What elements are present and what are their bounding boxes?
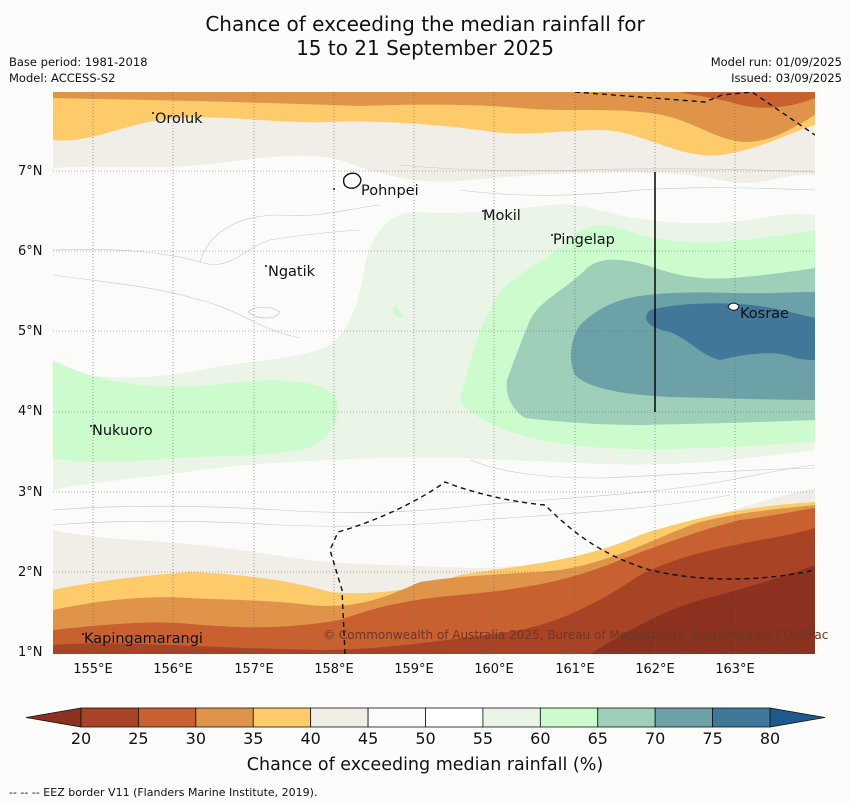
lon-label-157e: 157°E	[234, 662, 274, 677]
colorbar-cell	[367, 707, 426, 728]
eez-footnote: -- -- -- EEZ border V11 (Flanders Marine…	[9, 786, 318, 799]
colorbar-tick-label: 50	[415, 729, 436, 748]
contour-lines	[53, 164, 815, 527]
colorbar-cell	[654, 707, 713, 728]
colorbar-tick-label: 30	[185, 729, 206, 748]
place-label-pingelap: Pingelap	[553, 232, 615, 248]
island-dots	[82, 112, 553, 635]
colorbar-tick-label: 65	[587, 729, 608, 748]
colorbar-under-arrow	[25, 707, 82, 728]
colorbar-cell	[310, 707, 369, 728]
graticule	[53, 92, 815, 654]
lat-label-4n: 4°N	[18, 404, 43, 419]
north-band-30	[53, 92, 815, 142]
lon-label-156e: 156°E	[153, 662, 193, 677]
colorbar-cell	[80, 707, 139, 728]
lon-label-163e: 163°E	[715, 662, 755, 677]
lon-label-155e: 155°E	[73, 662, 113, 677]
colorbar-cell	[712, 707, 771, 728]
lat-label-1n: 1°N	[18, 645, 43, 660]
lat-label-6n: 6°N	[18, 244, 43, 259]
pohnpei-island	[342, 172, 362, 189]
colorbar-tick-label: 80	[759, 729, 781, 748]
lat-label-2n: 2°N	[18, 565, 43, 580]
north-band-25	[680, 92, 815, 108]
base-period-text: Base period: 1981-2018	[9, 55, 148, 69]
place-label-ngatik: Ngatik	[268, 264, 316, 280]
meta-right: Model run: 01/09/2025 Issued: 03/09/2025	[711, 54, 842, 86]
colorbar-tick-label: 75	[702, 729, 723, 748]
colorbar-tick-label: 70	[644, 729, 666, 748]
lon-label-158e: 158°E	[314, 662, 354, 677]
title-line-2: 15 to 21 September 2025	[296, 36, 554, 60]
title-line-1: Chance of exceeding the median rainfall …	[205, 12, 645, 36]
lat-label-3n: 3°N	[18, 485, 43, 500]
model-text: Model: ACCESS-S2	[9, 71, 116, 85]
colorbar-cell	[539, 707, 599, 728]
lon-label-160e: 160°E	[474, 662, 514, 677]
lat-label-5n: 5°N	[18, 324, 43, 339]
colorbar-tick-label: 40	[300, 729, 321, 748]
issued-text: Issued: 03/09/2025	[731, 71, 842, 85]
model-run-text: Model run: 01/09/2025	[710, 55, 842, 69]
place-label-nukuoro: Nukuoro	[92, 423, 153, 439]
lat-label-7n: 7°N	[18, 164, 43, 179]
colorbar-cell	[597, 707, 656, 728]
place-label-kapingamarangi: Kapingamarangi	[84, 631, 203, 647]
colorbar-tick-label: 55	[472, 729, 494, 748]
colorbar-cell	[482, 707, 541, 728]
band-75	[646, 303, 815, 360]
colorbar-cell	[195, 707, 254, 728]
place-label-pohnpei: Pohnpei	[361, 183, 419, 199]
colorbar-cell	[138, 707, 197, 728]
lon-label-159e: 159°E	[394, 662, 434, 677]
lon-label-162e: 162°E	[635, 662, 675, 677]
kosrae-island	[727, 302, 740, 311]
eez-borders	[329, 92, 815, 654]
colorbar-over-arrow	[769, 707, 826, 728]
place-label-oroluk: Oroluk	[155, 111, 203, 127]
colorbar-tick-label: 25	[128, 729, 149, 748]
lon-label-161e: 161°E	[555, 662, 595, 677]
ngatik-patch	[247, 306, 281, 319]
south-band-20	[590, 565, 815, 654]
chart-title: Chance of exceeding the median rainfall …	[0, 12, 850, 60]
south-band-25	[53, 528, 815, 654]
colorbar-cell	[425, 707, 484, 728]
colorbar-title: Chance of exceeding median rainfall (%)	[246, 755, 604, 775]
meta-left: Base period: 1981-2018 Model: ACCESS-S2	[9, 54, 148, 86]
place-label-kosrae: Kosrae	[740, 306, 789, 322]
colorbar-tick-label: 35	[243, 729, 264, 748]
copyright-notice: © Commonwealth of Australia 2025, Bureau…	[323, 628, 829, 642]
place-label-mokil: Mokil	[483, 208, 521, 224]
colorbar-tick-label: 45	[357, 729, 379, 748]
colorbar-tick-label: 60	[530, 729, 551, 748]
map-fill-layer	[53, 92, 815, 654]
colorbar-cell	[252, 707, 312, 728]
colorbar-cells	[25, 707, 826, 728]
colorbar-tick-label: 20	[70, 729, 92, 748]
